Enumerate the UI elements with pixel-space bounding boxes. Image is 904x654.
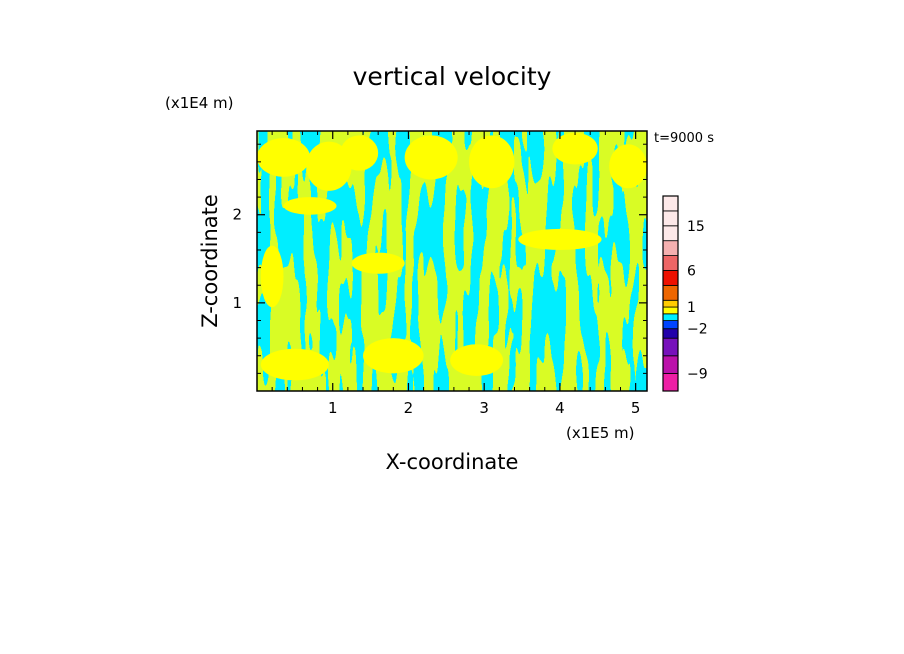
colorbar-tick-label: 1: [687, 300, 696, 316]
colorbar-swatch: [662, 225, 679, 242]
x-axis-ticks: 1 2 3 4 5: [271, 131, 641, 417]
y-axis-ticks: 12: [232, 143, 647, 374]
colorbar-swatch: [662, 210, 679, 227]
colorbar-tick-label: −9: [687, 366, 708, 382]
velocity-texture: [257, 131, 647, 391]
colorbar: 15 6 1 −2 −9: [662, 195, 708, 392]
colorbar-swatch: [662, 240, 679, 256]
colorbar-swatch: [662, 372, 679, 392]
colorbar-swatch: [662, 313, 679, 321]
chart-title: vertical velocity: [353, 62, 552, 91]
colorbar-tick-label: 6: [687, 263, 696, 279]
plot-area: [257, 131, 647, 391]
colorbar-swatch: [662, 195, 679, 212]
colorbar-swatch: [662, 270, 679, 286]
x-axis-label: X-coordinate: [386, 450, 519, 474]
colorbar-frame: [662, 195, 679, 392]
x-tick-label: 3: [479, 399, 489, 417]
y-axis-label: Z-coordinate: [198, 194, 222, 328]
y-unit-label: (x1E4 m): [165, 94, 234, 112]
colorbar-swatch: [662, 255, 679, 271]
x-tick-label: 4: [555, 399, 565, 417]
x-unit-label: (x1E5 m): [566, 424, 635, 442]
plot-frame: [256, 130, 648, 392]
colorbar-swatch: [662, 337, 679, 357]
time-label: t=9000 s: [654, 131, 714, 146]
x-tick-label: 1: [328, 399, 338, 417]
x-tick-label: 2: [404, 399, 414, 417]
colorbar-swatch: [662, 299, 679, 308]
colorbar-swatch: [662, 320, 679, 330]
colorbar-swatch: [662, 284, 679, 301]
colorbar-swatch: [662, 306, 679, 315]
colorbar-tick-label: −2: [687, 322, 708, 338]
x-tick-label: 5: [631, 399, 641, 417]
colorbar-swatch: [662, 328, 679, 339]
y-tick-label: 2: [232, 206, 242, 224]
colorbar-swatch: [662, 355, 679, 374]
y-tick-label: 1: [232, 294, 242, 312]
colorbar-tick-label: 15: [687, 219, 705, 235]
